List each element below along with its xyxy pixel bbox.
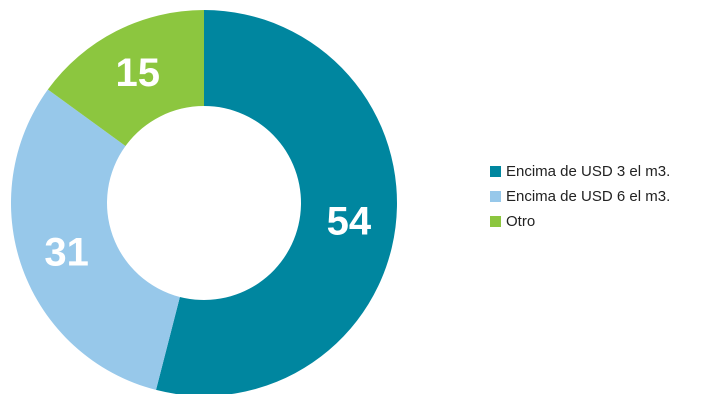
legend-swatch (490, 166, 501, 177)
legend-label: Otro (506, 213, 536, 230)
legend-label: Encima de USD 6 el m3. (506, 188, 671, 205)
legend-swatch (490, 216, 501, 227)
donut-slice-encima-de-usd-3-el-m3 (156, 10, 397, 394)
legend-swatch (490, 191, 501, 202)
slice-value-label: 54 (327, 199, 372, 243)
donut-slices (10, 10, 397, 394)
slice-value-label: 15 (115, 51, 160, 95)
legend-item: Otro (490, 209, 670, 234)
legend-item: Encima de USD 6 el m3. (490, 184, 670, 209)
donut-slice-otro (47, 10, 205, 146)
chart-legend: Encima de USD 3 el m3. Encima de USD 6 el… (490, 159, 670, 234)
donut-slice-encima-de-usd-6-el-m3 (10, 89, 180, 390)
slice-value-label: 31 (44, 230, 89, 274)
legend-label: Encima de USD 3 el m3. (506, 163, 671, 180)
donut-slice-labels: 54 31 15 (44, 51, 371, 275)
legend-item: Encima de USD 3 el m3. (490, 159, 670, 184)
